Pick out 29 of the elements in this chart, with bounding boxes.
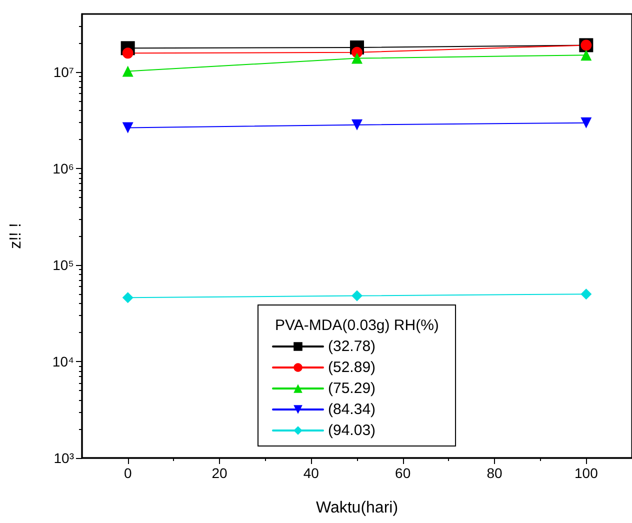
x-tick-label: 60 [395,465,411,481]
x-axis-title: Waktu(hari) [316,500,398,516]
point [122,122,134,134]
point [122,292,134,304]
x-tick-label: 100 [574,465,598,481]
legend-label: (75.29) [328,380,376,397]
point [352,119,362,130]
point [122,48,134,59]
x-tick-label: 80 [486,465,502,481]
y-axis-title: z!! ! [8,223,24,249]
point [352,290,362,302]
legend-label: (32.78) [328,338,376,355]
y-tick-label: 10⁶ [52,160,74,177]
legend-label: (94.03) [328,422,376,439]
x-tick-label: 40 [303,465,320,481]
x-tick-label: 20 [212,465,228,481]
y-tick-label: 10⁷ [53,64,74,80]
point [122,66,134,77]
point [580,117,592,128]
point [580,50,592,61]
legend-label: (52.89) [328,359,376,376]
y-tick-label: 10³ [54,450,74,466]
y-tick-label: 10⁵ [52,257,74,274]
point [580,288,592,300]
y-tick-label: 10⁴ [52,354,74,370]
point [352,52,362,64]
legend-label: (84.34) [328,401,376,418]
x-tick-label: 0 [124,465,132,481]
legend-title: PVA-MDA(0.03g) RH(%) [275,317,439,334]
